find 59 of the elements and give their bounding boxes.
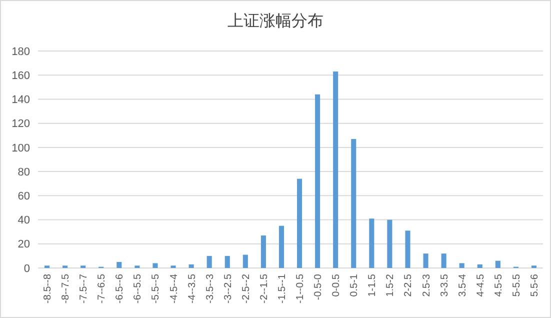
bar (351, 139, 356, 268)
x-tick-label: -4.5--4 (168, 274, 180, 304)
bar (495, 260, 500, 268)
y-tick-label: 20 (18, 238, 30, 251)
x-tick-label: -4--3.5 (186, 274, 198, 304)
x-tick-label: -6.5--6 (114, 274, 126, 304)
bar (296, 178, 302, 268)
bar (459, 263, 464, 268)
x-tick-label: -8.5--8 (42, 274, 54, 304)
bar (477, 264, 482, 268)
y-tick-label: 40 (18, 214, 30, 227)
x-tick-label: 3-3.5 (439, 274, 450, 297)
y-tick-label: 140 (12, 94, 30, 106)
bar (116, 262, 122, 268)
x-tick-label: 4-4.5 (475, 274, 486, 297)
x-tick-label: 3.5-4 (457, 274, 468, 297)
x-tick-label: 1-1.5 (367, 274, 378, 297)
x-tick-label: 4.5-5 (493, 274, 504, 297)
x-tick-label: -3.5--3 (204, 274, 216, 304)
bar (188, 264, 194, 268)
x-tick-label: -7.5--7 (78, 274, 90, 304)
bar (405, 230, 410, 268)
y-tick-label: 160 (12, 70, 30, 82)
bar (333, 71, 338, 268)
x-tick-label: 1.5-2 (385, 274, 396, 297)
bar (315, 94, 320, 268)
bar (441, 254, 446, 268)
y-tick-label: 60 (18, 190, 30, 203)
y-tick-label: 180 (12, 46, 30, 58)
y-tick-label: 80 (18, 166, 30, 178)
bar (224, 256, 230, 268)
bar (206, 256, 212, 268)
bar (369, 218, 374, 268)
bar (423, 254, 428, 268)
bar (387, 220, 392, 268)
x-tick-label: -6--5.5 (132, 274, 144, 304)
x-tick-label: 0-0.5 (331, 274, 342, 297)
x-tick-label: -2--1.5 (258, 274, 270, 304)
x-tick-label: -1.5--1 (276, 274, 288, 304)
x-tick-label: 5-5.5 (511, 274, 522, 297)
x-tick-label: 2-2.5 (403, 274, 414, 297)
x-tick-label: -3--2.5 (222, 274, 234, 304)
x-tick-label: -7--6.5 (96, 274, 108, 304)
y-tick-label: 120 (12, 118, 30, 130)
bar (278, 226, 284, 268)
bar (260, 235, 266, 268)
chart-title: 上证涨幅分布 (228, 11, 324, 30)
bar (152, 263, 158, 268)
bar (242, 254, 248, 268)
x-tick-label: -1--0.5 (295, 274, 306, 304)
y-tick-label: 0 (24, 262, 30, 275)
x-tick-label: -0.5-0 (313, 274, 324, 300)
x-tick-label: 5.5-6 (529, 274, 540, 297)
y-tick-label: 100 (12, 142, 30, 154)
x-tick-label: 0.5-1 (349, 274, 360, 297)
x-tick-label: 2.5-3 (421, 274, 432, 297)
x-tick-label: -8--7.5 (60, 274, 72, 304)
x-tick-label: -2.5--2 (240, 274, 252, 304)
x-tick-label: -5.5--5 (150, 274, 162, 304)
